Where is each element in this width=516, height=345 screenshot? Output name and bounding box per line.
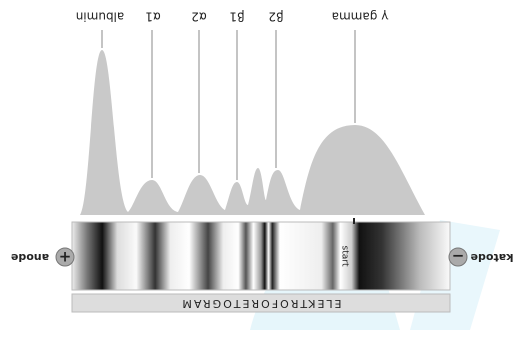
electrophoregram-diagram: albumin α1 α2 β1 β2 γ gamma start + anod… bbox=[0, 0, 516, 345]
anode-label: anode bbox=[11, 251, 49, 264]
label-alpha2: α2 bbox=[191, 10, 207, 24]
electrophoresis-strip bbox=[72, 222, 450, 290]
label-albumin: albumin bbox=[76, 10, 125, 24]
strip-title: ELEKTROFORETOGRAM bbox=[180, 297, 341, 310]
cathode-label: katode bbox=[471, 251, 514, 264]
start-label: start bbox=[340, 246, 350, 267]
density-curve bbox=[80, 50, 425, 215]
label-gamma: γ gamma bbox=[332, 10, 389, 24]
minus-sign: − bbox=[452, 247, 465, 265]
label-beta2: β2 bbox=[268, 10, 283, 24]
label-alpha1: α1 bbox=[145, 10, 161, 24]
label-beta1: β1 bbox=[229, 10, 244, 24]
plus-sign: + bbox=[59, 248, 72, 266]
